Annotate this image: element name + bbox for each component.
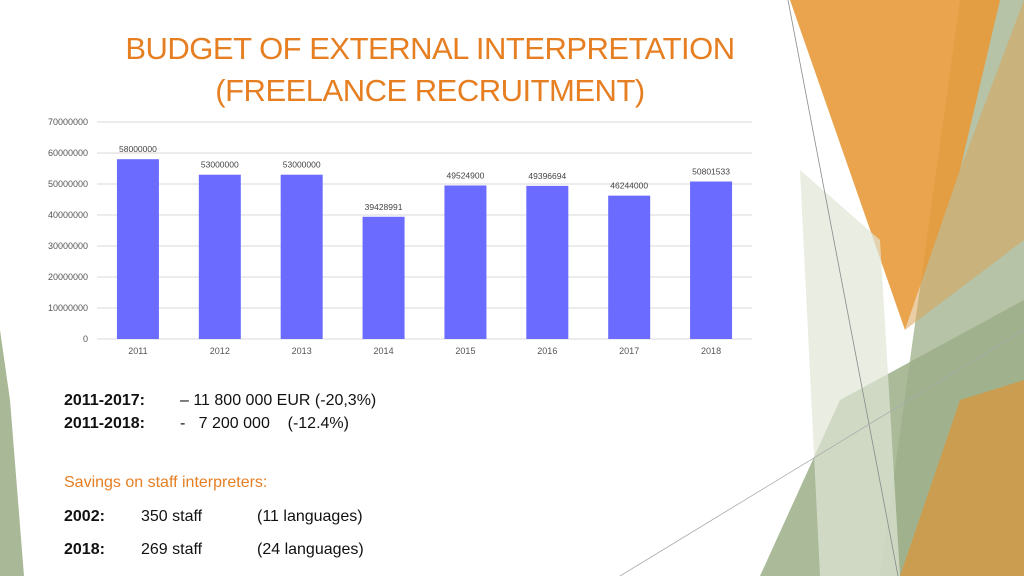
data-label: 53000000 xyxy=(283,160,321,170)
deco-line-1 xyxy=(787,0,899,576)
y-tick-label: 60000000 xyxy=(48,148,88,158)
bar xyxy=(280,174,323,339)
bar xyxy=(362,216,405,339)
x-tick-label: 2012 xyxy=(210,346,230,356)
x-tick-label: 2017 xyxy=(619,346,639,356)
data-label: 49524900 xyxy=(447,170,485,180)
data-label: 58000000 xyxy=(119,144,157,154)
y-tick-label: 10000000 xyxy=(48,303,88,313)
page-title: BUDGET OF EXTERNAL INTERPRETATION (FREEL… xyxy=(90,28,770,112)
title-line-2: (FREELANCE RECRUITMENT) xyxy=(215,73,645,108)
x-tick-label: 2018 xyxy=(701,346,721,356)
bar xyxy=(690,181,733,339)
data-label: 50801533 xyxy=(692,167,730,177)
x-tick-label: 2011 xyxy=(128,346,147,356)
y-tick-label: 70000000 xyxy=(48,117,88,127)
summary-period: 2011-2017: xyxy=(64,392,145,409)
title-line-1: BUDGET OF EXTERNAL INTERPRETATION xyxy=(125,31,735,66)
deco-shape-light-green xyxy=(800,170,900,576)
data-label: 46244000 xyxy=(610,181,648,191)
y-tick-label: 30000000 xyxy=(48,241,88,251)
x-tick-label: 2015 xyxy=(455,346,475,356)
staff-count: 350 staff xyxy=(141,508,203,525)
bar xyxy=(198,174,241,339)
bar xyxy=(444,185,487,339)
staff-year: 2018: xyxy=(64,541,105,558)
budget-bar-chart: 0 10000000 20000000 30000000 40000000 5000000… xyxy=(48,117,752,356)
summary-value: - 7 200 000 (-12.4%) xyxy=(180,415,349,432)
deco-shape-orange-mid xyxy=(905,0,1024,330)
bar xyxy=(116,159,159,339)
staff-languages: (11 languages) xyxy=(257,508,363,525)
y-tick-label: 0 xyxy=(83,334,88,344)
data-label: 53000000 xyxy=(201,160,239,170)
savings-title: Savings on staff interpreters: xyxy=(64,474,268,491)
deco-shape-orange-top xyxy=(790,0,1000,330)
bar xyxy=(526,185,569,339)
bar xyxy=(608,195,651,339)
data-label: 49396694 xyxy=(528,171,566,181)
y-tick-label: 20000000 xyxy=(48,272,88,282)
staff-languages: (24 languages) xyxy=(257,541,364,558)
y-tick-label: 50000000 xyxy=(48,179,88,189)
summary-period: 2011-2018: xyxy=(64,415,145,432)
deco-shape-green-left xyxy=(0,330,24,576)
data-label: 39428991 xyxy=(365,202,403,212)
x-tick-label: 2016 xyxy=(537,346,557,356)
x-tick-label: 2014 xyxy=(374,346,394,356)
summary-value: – 11 800 000 EUR (-20,3%) xyxy=(180,392,377,409)
y-tick-label: 40000000 xyxy=(48,210,88,220)
staff-count: 269 staff xyxy=(141,541,203,558)
deco-line-2 xyxy=(619,329,1024,576)
deco-shape-orange-lower xyxy=(900,380,1024,576)
staff-year: 2002: xyxy=(64,508,105,525)
x-tick-label: 2013 xyxy=(292,346,312,356)
